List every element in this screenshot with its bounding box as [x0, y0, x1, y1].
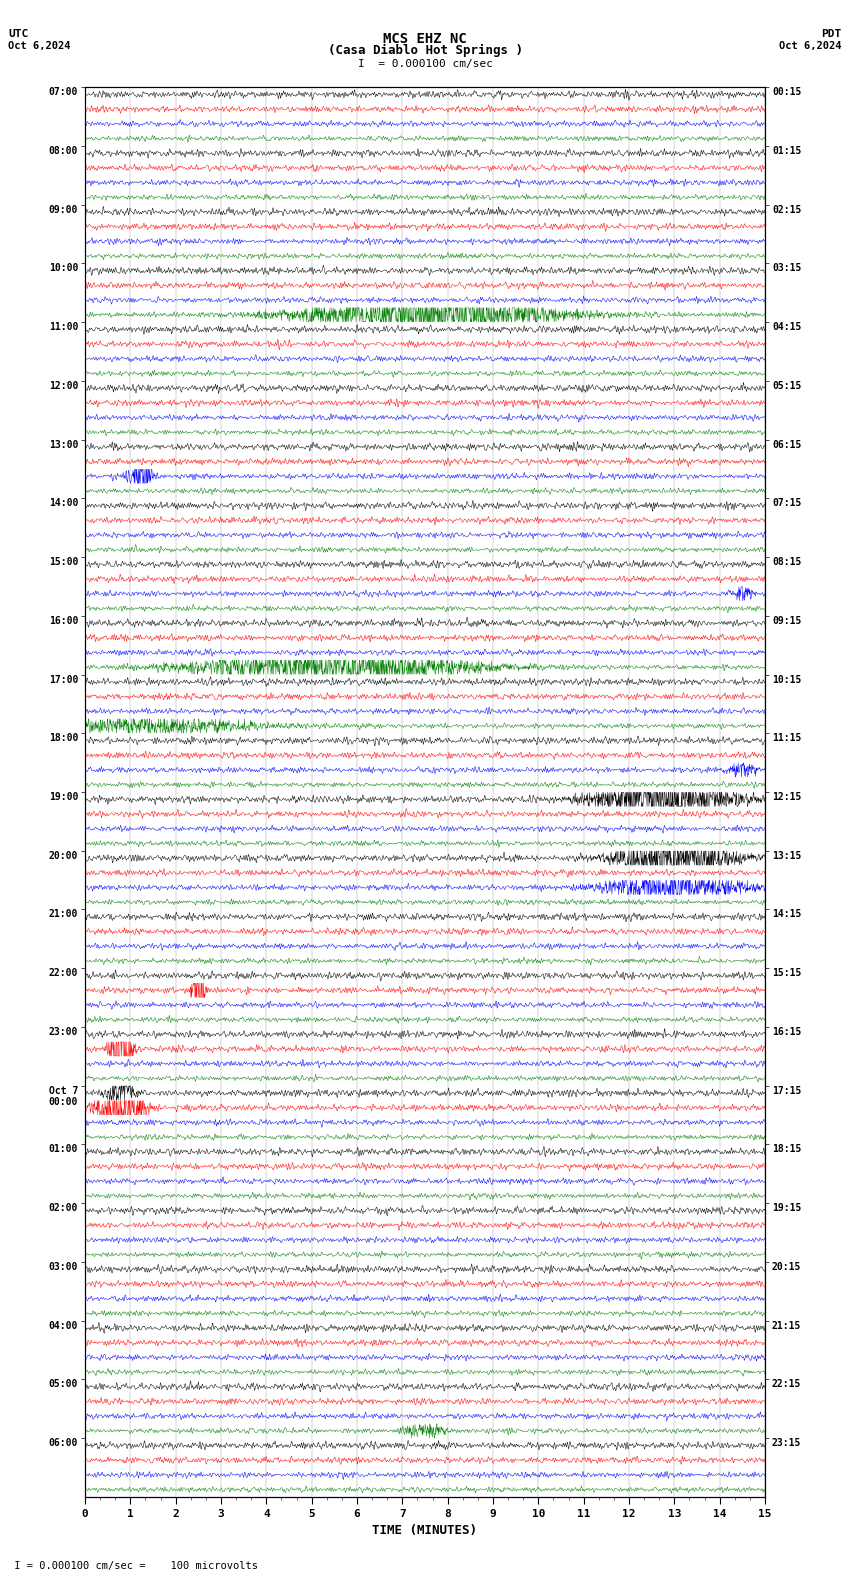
- Text: UTC: UTC: [8, 29, 29, 38]
- Text: MCS EHZ NC: MCS EHZ NC: [383, 32, 467, 46]
- Text: PDT: PDT: [821, 29, 842, 38]
- Text: Oct 6,2024: Oct 6,2024: [8, 41, 71, 51]
- Text: I = 0.000100 cm/sec =    100 microvolts: I = 0.000100 cm/sec = 100 microvolts: [8, 1562, 258, 1571]
- Text: (Casa Diablo Hot Springs ): (Casa Diablo Hot Springs ): [327, 44, 523, 57]
- Text: Oct 6,2024: Oct 6,2024: [779, 41, 842, 51]
- Text: I  = 0.000100 cm/sec: I = 0.000100 cm/sec: [358, 59, 492, 68]
- X-axis label: TIME (MINUTES): TIME (MINUTES): [372, 1524, 478, 1536]
